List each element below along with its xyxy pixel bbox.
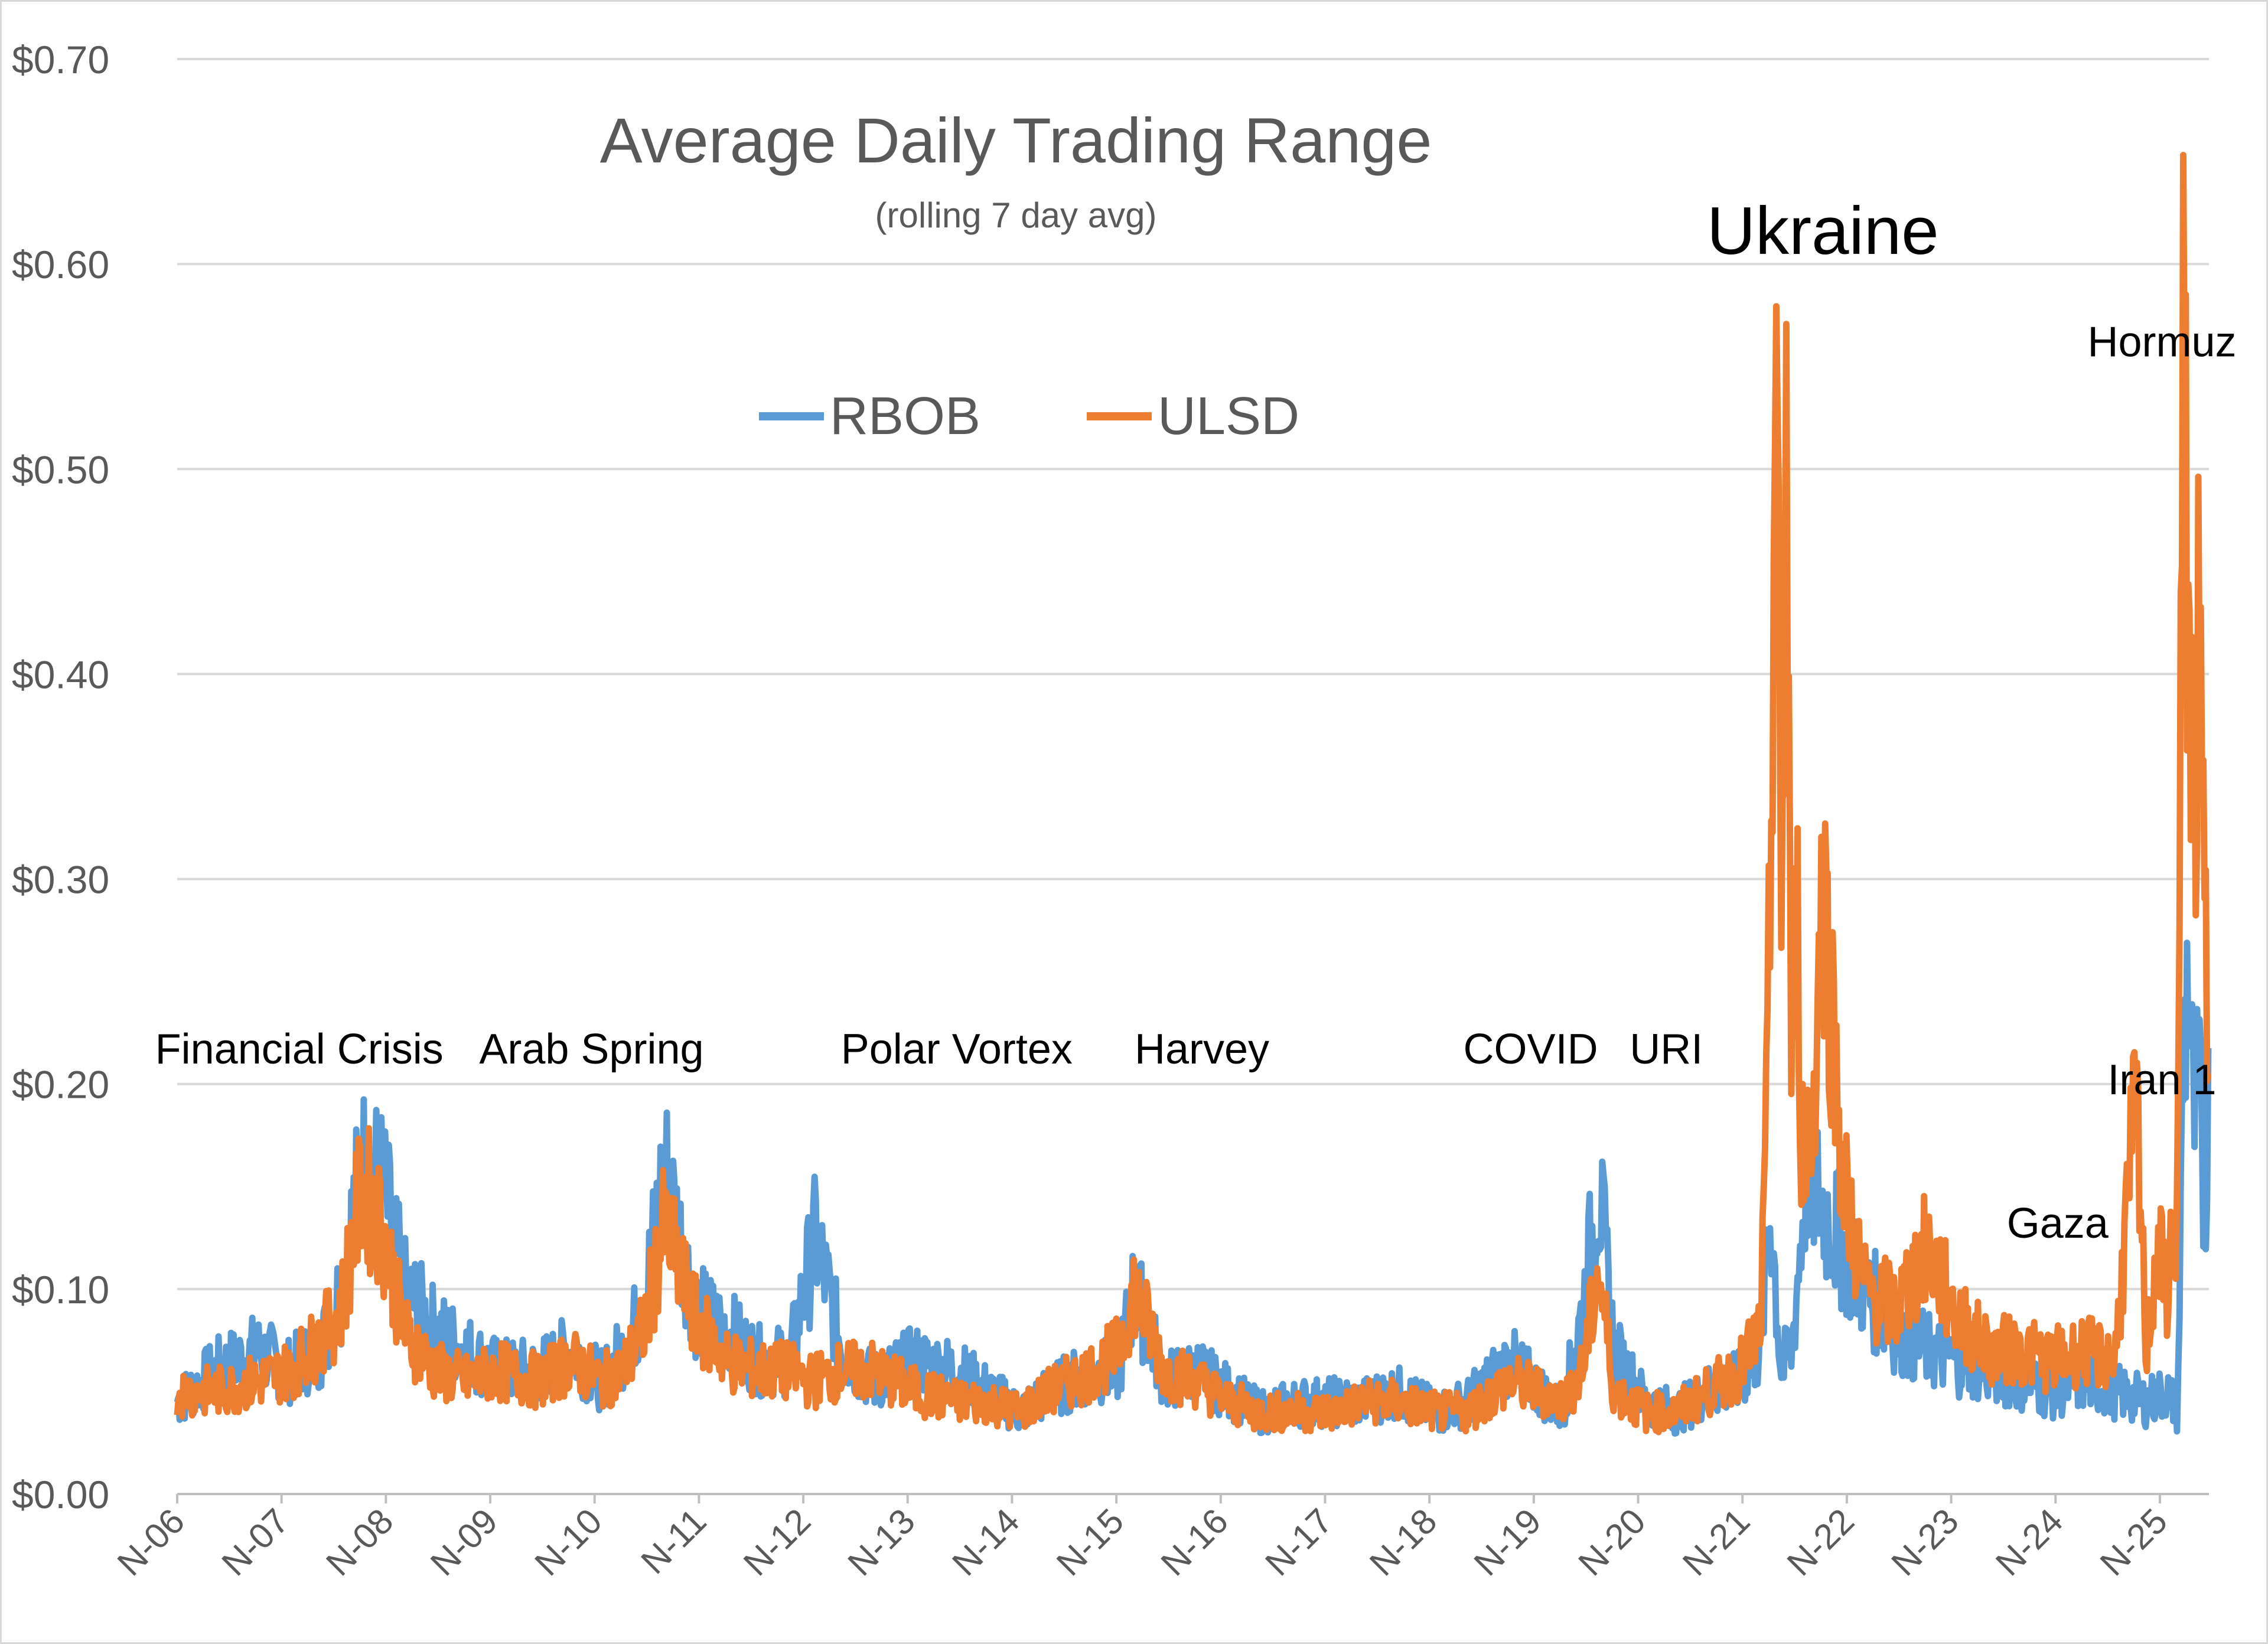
legend-ulsd-label: ULSD: [1158, 387, 1299, 446]
annotation-ukraine: Ukraine: [1707, 194, 1939, 269]
x-tick-label: N-22: [1780, 1501, 1862, 1583]
x-tick-label: N-13: [840, 1501, 923, 1583]
x-tick-label: N-23: [1884, 1501, 1966, 1583]
y-tick-label: $0.70: [12, 38, 109, 81]
annotation-iran-1: Iran 1: [2107, 1056, 2216, 1104]
x-tick-label: N-25: [2093, 1501, 2175, 1583]
series-line-ulsd: [174, 152, 2212, 1436]
y-tick-label: $0.30: [12, 858, 109, 902]
x-tick-label: N-16: [1153, 1501, 1236, 1583]
annotation-hormuz: Hormuz: [2087, 318, 2236, 366]
x-tick-label: N-11: [633, 1501, 713, 1581]
y-tick-label: $0.00: [12, 1473, 109, 1516]
x-tick-label: N-10: [527, 1501, 610, 1583]
x-tick-label: N-20: [1570, 1501, 1653, 1583]
annotation-polar-vortex: Polar Vortex: [841, 1026, 1073, 1073]
x-tick-label: N-06: [110, 1501, 192, 1583]
y-tick-label: $0.50: [12, 448, 109, 491]
annotation-covid: COVID: [1464, 1026, 1598, 1073]
x-tick-label: N-09: [423, 1501, 505, 1583]
event-annotations: Financial Crisis Arab Spring Polar Vortex H…: [155, 194, 2237, 1247]
series-lines: [174, 152, 2212, 1437]
y-axis-ticks: $0.00 $0.10 $0.20 $0.30 $0.40 $0.50 $0.60 $0.70: [12, 38, 109, 1516]
gridlines: [177, 58, 2209, 1495]
chart-title: Average Daily Trading Range: [600, 105, 1432, 176]
x-tick-label: N-18: [1362, 1501, 1444, 1583]
x-tick-label: N-19: [1467, 1501, 1549, 1583]
y-tick-label: $0.40: [12, 653, 109, 696]
legend-rbob-label: RBOB: [830, 387, 980, 446]
x-tick-label: N-08: [318, 1501, 400, 1583]
x-tick-label: N-17: [1257, 1501, 1340, 1583]
annotation-harvey: Harvey: [1135, 1026, 1269, 1073]
annotation-gaza: Gaza: [2007, 1200, 2109, 1247]
annotation-uri: URI: [1630, 1026, 1703, 1073]
y-tick-label: $0.10: [12, 1268, 109, 1312]
x-axis-ticks: N-06 N-07 N-08 N-09 N-10 N-11 N-12 N-13 N-14 N-15…: [110, 1494, 2175, 1583]
x-tick-label: N-24: [1988, 1501, 2070, 1583]
x-tick-label: N-14: [944, 1501, 1027, 1583]
x-tick-label: N-07: [214, 1501, 296, 1583]
y-tick-label: $0.20: [12, 1063, 109, 1107]
annotation-financial-crisis: Financial Crisis: [155, 1026, 444, 1073]
legend: RBOB ULSD: [759, 387, 1299, 446]
x-tick-label: N-21: [1675, 1501, 1757, 1583]
x-tick-label: N-15: [1049, 1501, 1131, 1583]
x-tick-label: N-12: [736, 1501, 818, 1583]
y-tick-label: $0.60: [12, 243, 109, 286]
chart-subtitle: (rolling 7 day avg): [875, 195, 1157, 235]
annotation-arab-spring: Arab Spring: [479, 1026, 703, 1073]
